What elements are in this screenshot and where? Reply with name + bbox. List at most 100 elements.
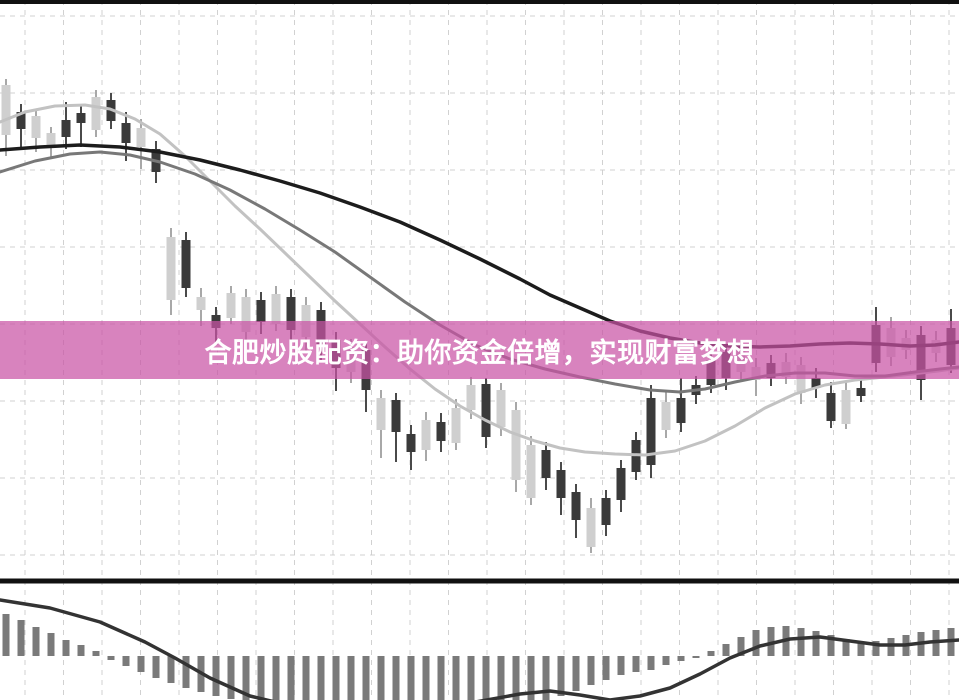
- macd-bar: [662, 656, 670, 665]
- macd-bar: [107, 656, 115, 660]
- macd-bar: [767, 627, 775, 656]
- candle-body-up: [301, 305, 311, 337]
- candle-body-up: [1, 85, 11, 135]
- candle-body-up: [466, 385, 476, 410]
- candle-body-up: [376, 398, 386, 430]
- macd-bar: [362, 656, 370, 700]
- macd-bar: [737, 637, 745, 656]
- candle-body-down: [61, 120, 71, 137]
- macd-bar: [2, 614, 10, 656]
- macd-bar: [527, 656, 535, 700]
- macd-bar: [842, 639, 850, 656]
- macd-bar: [347, 656, 355, 700]
- macd-bar: [677, 656, 685, 661]
- candle-body-down: [16, 112, 26, 129]
- candle-body-up: [511, 410, 521, 480]
- macd-bar: [227, 656, 235, 699]
- macd-bar: [137, 656, 145, 672]
- candle-body-up: [886, 328, 896, 357]
- macd-bar: [542, 656, 550, 700]
- macd-bar: [242, 656, 250, 700]
- candle-body-up: [226, 293, 236, 318]
- macd-bar: [47, 633, 55, 656]
- macd-bar: [752, 630, 760, 656]
- macd-bar: [452, 656, 460, 700]
- candle-body-up: [661, 402, 671, 430]
- candle-body-up: [91, 97, 101, 130]
- macd-bar: [602, 656, 610, 680]
- macd-bar: [17, 620, 25, 656]
- candle-body-down: [391, 400, 401, 432]
- candle-body-down: [181, 240, 191, 288]
- candle-body-up: [196, 297, 206, 310]
- candle-body-up: [496, 390, 506, 427]
- macd-bar: [332, 656, 340, 700]
- macd-bar: [272, 656, 280, 700]
- macd-bar: [632, 656, 640, 672]
- macd-bar: [167, 656, 175, 683]
- macd-bar: [887, 638, 895, 656]
- macd-bar: [692, 656, 700, 658]
- macd-bar: [257, 656, 265, 700]
- candle-body-down: [811, 378, 821, 388]
- macd-bar: [872, 641, 880, 656]
- macd-bar: [497, 656, 505, 700]
- candle-body-down: [556, 470, 566, 498]
- candle-body-down: [361, 350, 371, 390]
- candle-body-down: [121, 123, 131, 143]
- macd-bar: [62, 640, 70, 656]
- candle-body-down: [721, 352, 731, 378]
- macd-bar: [317, 656, 325, 700]
- candle-body-down: [256, 300, 266, 322]
- candle-body-down: [331, 340, 341, 368]
- macd-bar: [467, 656, 475, 700]
- candle-body-up: [841, 390, 851, 424]
- candle-body-down: [211, 315, 221, 328]
- macd-bar: [572, 656, 580, 691]
- candle-body-up: [421, 420, 431, 450]
- candle-body-up: [736, 348, 746, 372]
- candle-body-down: [646, 398, 656, 465]
- macd-bar: [92, 651, 100, 656]
- macd-bar: [422, 656, 430, 700]
- macd-bar: [827, 635, 835, 656]
- candle-body-up: [46, 133, 56, 145]
- macd-bar: [512, 656, 520, 700]
- candle-body-up: [796, 365, 806, 393]
- macd-bar: [707, 651, 715, 656]
- ma-mid-line: [0, 150, 959, 394]
- macd-bar: [587, 656, 595, 685]
- macd-bar: [377, 656, 385, 700]
- macd-bar: [722, 644, 730, 656]
- macd-bar: [557, 656, 565, 696]
- candle-body-down: [826, 393, 836, 421]
- candle-body-down: [616, 468, 626, 500]
- candle-body-down: [76, 113, 86, 123]
- candle-body-down: [406, 434, 416, 452]
- candle-body-down: [286, 297, 296, 330]
- macd-bar: [182, 656, 190, 688]
- macd-bar: [482, 656, 490, 700]
- candle-body-up: [451, 408, 461, 443]
- macd-bar: [812, 631, 820, 656]
- macd-bar: [32, 627, 40, 656]
- candle-body-up: [526, 445, 536, 498]
- macd-bar: [212, 656, 220, 696]
- ma-fast-line: [0, 103, 959, 457]
- macd-bar: [617, 656, 625, 675]
- macd-bar: [797, 628, 805, 656]
- candle-body-down: [946, 328, 956, 365]
- macd-bar: [437, 656, 445, 700]
- candle-body-down: [856, 388, 866, 396]
- macd-bar: [647, 656, 655, 670]
- candle-body-up: [31, 116, 41, 138]
- macd-bar: [152, 656, 160, 678]
- candle-body-down: [706, 360, 716, 385]
- macd-bar: [122, 656, 130, 666]
- macd-bar: [407, 656, 415, 700]
- ma-slow-line: [0, 143, 959, 349]
- candle-body-down: [571, 492, 581, 520]
- candle-body-up: [586, 508, 596, 547]
